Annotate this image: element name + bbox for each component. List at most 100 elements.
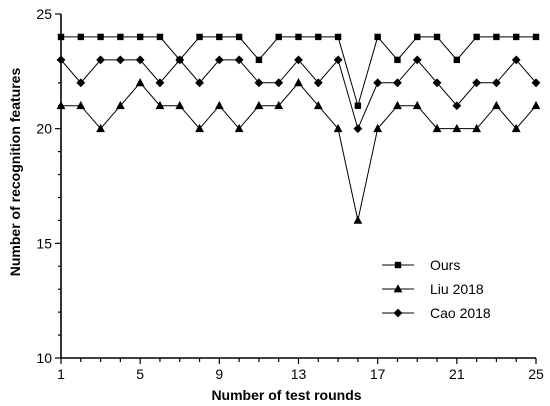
data-point [452, 101, 462, 111]
data-point [76, 100, 86, 110]
data-point [77, 33, 84, 41]
legend-marker [394, 261, 402, 269]
x-tick-label: 21 [449, 366, 465, 382]
data-point [373, 123, 383, 133]
data-point [274, 78, 284, 88]
series-line [61, 35, 536, 108]
data-point [255, 56, 263, 64]
x-tick-label: 5 [136, 366, 144, 382]
data-point [175, 100, 185, 110]
data-point [156, 33, 164, 41]
data-point [531, 100, 541, 110]
data-point [57, 33, 65, 41]
data-point [412, 55, 422, 65]
data-point [315, 33, 322, 41]
data-point [214, 100, 224, 110]
data-point [353, 215, 363, 224]
x-tick-label: 13 [291, 366, 307, 382]
data-point [492, 78, 501, 88]
data-point [155, 100, 165, 110]
data-point [452, 123, 462, 133]
series-line [61, 82, 537, 221]
data-point [155, 78, 165, 88]
data-point [531, 78, 541, 88]
legend-item: Ours [382, 257, 460, 273]
data-point [97, 33, 104, 41]
data-point [472, 78, 482, 88]
data-point [472, 123, 482, 133]
data-point [473, 33, 480, 41]
data-point [216, 33, 223, 41]
x-tick-label: 17 [370, 366, 386, 382]
data-point [393, 78, 402, 88]
series-cao-2018 [56, 55, 541, 134]
series-line [60, 58, 537, 131]
data-point [394, 56, 401, 64]
data-point [96, 55, 105, 65]
data-point [513, 33, 520, 41]
data-point [115, 55, 125, 65]
data-point [56, 55, 66, 65]
data-point [334, 33, 342, 41]
data-point [511, 55, 521, 65]
data-point [453, 56, 461, 64]
legend-item: Cao 2018 [382, 305, 491, 321]
data-point [76, 78, 86, 88]
data-point [511, 123, 521, 133]
data-point [195, 78, 204, 88]
data-point [234, 123, 244, 133]
data-point [96, 123, 105, 133]
y-tick-label: 25 [36, 6, 52, 22]
legend: Ours Liu 2018 Cao 2018 [382, 257, 491, 321]
data-point [374, 33, 381, 41]
data-point [254, 100, 264, 110]
data-point [117, 33, 124, 41]
y-axis-title: Number of recognition features [7, 68, 23, 277]
legend-label: Ours [430, 257, 460, 273]
data-point [115, 100, 125, 110]
data-point [294, 78, 303, 87]
data-point [175, 55, 185, 65]
data-point [333, 55, 343, 65]
data-point [294, 55, 303, 65]
y-tick-label: 20 [36, 121, 52, 137]
data-point [254, 78, 264, 88]
data-point [214, 55, 224, 65]
y-tick-label: 15 [36, 235, 52, 251]
data-point [235, 33, 243, 41]
legend-item: Liu 2018 [382, 281, 484, 297]
y-tick-label: 10 [36, 350, 52, 366]
data-point [275, 33, 282, 41]
data-point [56, 100, 66, 110]
data-point [493, 33, 500, 41]
x-tick-label: 25 [528, 366, 544, 382]
data-point [432, 78, 442, 88]
data-point [393, 100, 402, 110]
data-point [135, 78, 145, 87]
data-point [353, 124, 363, 134]
data-point [373, 78, 383, 88]
x-tick-label: 9 [215, 366, 223, 382]
data-point [532, 33, 540, 41]
data-point [313, 100, 323, 110]
data-point [492, 100, 501, 110]
legend-marker [393, 284, 403, 293]
legend-label: Cao 2018 [430, 305, 491, 321]
data-point [414, 33, 421, 41]
data-point [295, 33, 302, 41]
data-point [136, 33, 144, 41]
data-point [135, 55, 145, 65]
x-tick-label: 1 [57, 366, 65, 382]
data-point [354, 102, 362, 109]
data-point [195, 123, 204, 133]
legend-label: Liu 2018 [430, 281, 484, 297]
legend-marker [393, 308, 403, 318]
data-point [432, 123, 442, 133]
data-point [313, 78, 323, 88]
series-layer [56, 33, 541, 224]
series-ours [57, 33, 540, 109]
data-point [433, 33, 441, 41]
data-point [333, 123, 343, 133]
